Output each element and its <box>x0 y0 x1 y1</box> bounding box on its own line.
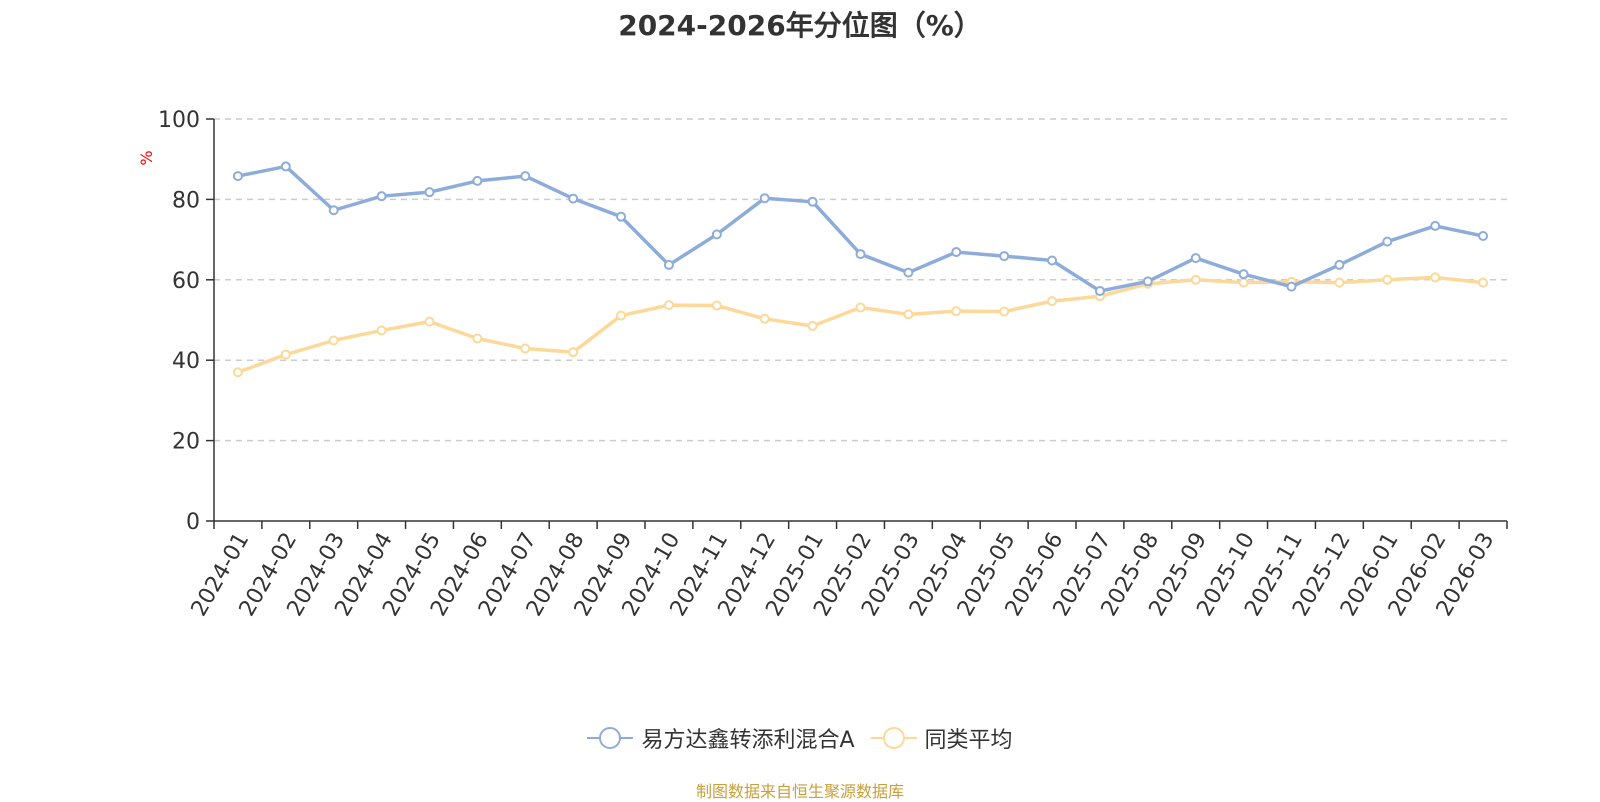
data-point-b <box>711 300 722 311</box>
data-point-a <box>280 161 291 172</box>
y-tick-label: 80 <box>172 188 200 213</box>
data-point-a <box>759 193 770 204</box>
data-point-b <box>1190 274 1201 285</box>
data-point-b <box>328 335 339 346</box>
data-point-a <box>1286 281 1297 292</box>
data-point-a <box>1142 276 1153 287</box>
data-point-a <box>328 205 339 216</box>
series-lines <box>232 161 1489 378</box>
data-point-a <box>376 191 387 202</box>
data-point-a <box>1094 286 1105 297</box>
data-point-a <box>1238 269 1249 280</box>
data-point-b <box>1334 277 1345 288</box>
data-point-a <box>1334 259 1345 270</box>
data-point-a <box>568 193 579 204</box>
data-point-a <box>1190 253 1201 264</box>
data-point-a <box>903 267 914 278</box>
data-point-b <box>232 367 243 378</box>
data-point-b <box>424 316 435 327</box>
data-point-a <box>232 171 243 182</box>
legend-label-series-a: 易方达鑫转添利混合A <box>641 728 855 753</box>
data-point-a <box>711 229 722 240</box>
y-tick-label: 60 <box>172 269 200 294</box>
y-tick-label: 0 <box>186 510 200 535</box>
data-point-a <box>616 211 627 222</box>
series-line-a <box>237 164 1484 293</box>
data-point-b <box>951 306 962 317</box>
data-point-a <box>1478 230 1489 241</box>
data-point-a <box>855 249 866 260</box>
data-point-b <box>1382 274 1393 285</box>
data-point-a <box>472 175 483 186</box>
data-point-b <box>616 310 627 321</box>
data-point-b <box>999 306 1010 317</box>
data-point-b <box>1238 277 1249 288</box>
legend-line-circle-icon <box>587 727 634 749</box>
data-point-a <box>807 196 818 207</box>
series-line-b <box>237 275 1484 374</box>
data-point-b <box>376 325 387 336</box>
data-point-b <box>280 349 291 360</box>
data-point-b <box>520 343 531 354</box>
y-tick-label: 20 <box>172 430 200 455</box>
source-note: 制图数据来自恒生聚源数据库 <box>695 782 904 801</box>
data-point-a <box>520 171 531 182</box>
y-tick-label: 40 <box>172 349 200 374</box>
legend-line-circle-icon <box>870 727 917 749</box>
data-point-b <box>759 313 770 324</box>
legend-item-series-a[interactable]: 易方达鑫转添利混合A <box>587 722 855 754</box>
legend-item-series-b[interactable]: 同类平均 <box>870 722 1013 754</box>
data-point-b <box>1430 272 1441 283</box>
data-point-b <box>807 321 818 332</box>
data-point-a <box>663 259 674 270</box>
data-point-a <box>1382 236 1393 247</box>
data-point-a <box>424 187 435 198</box>
data-point-b <box>1047 296 1058 307</box>
legend-label-series-b: 同类平均 <box>924 728 1013 753</box>
y-unit-label: % <box>137 150 156 165</box>
data-point-a <box>1047 255 1058 266</box>
data-point-b <box>568 347 579 358</box>
data-point-b <box>1478 277 1489 288</box>
data-point-a <box>1430 220 1441 231</box>
data-point-b <box>855 302 866 313</box>
legend: 易方达鑫转添利混合A 同类平均 <box>0 722 1600 754</box>
data-point-b <box>472 333 483 344</box>
axes: 0204060801002024-012024-022024-032024-04… <box>158 108 1508 621</box>
chart-title: 2024-2026年分位图（%） <box>618 9 982 42</box>
data-point-b <box>663 300 674 311</box>
data-point-b <box>903 309 914 320</box>
data-point-a <box>999 251 1010 262</box>
data-point-a <box>951 247 962 258</box>
grid-lines <box>214 118 1507 442</box>
y-tick-label: 100 <box>158 108 200 133</box>
